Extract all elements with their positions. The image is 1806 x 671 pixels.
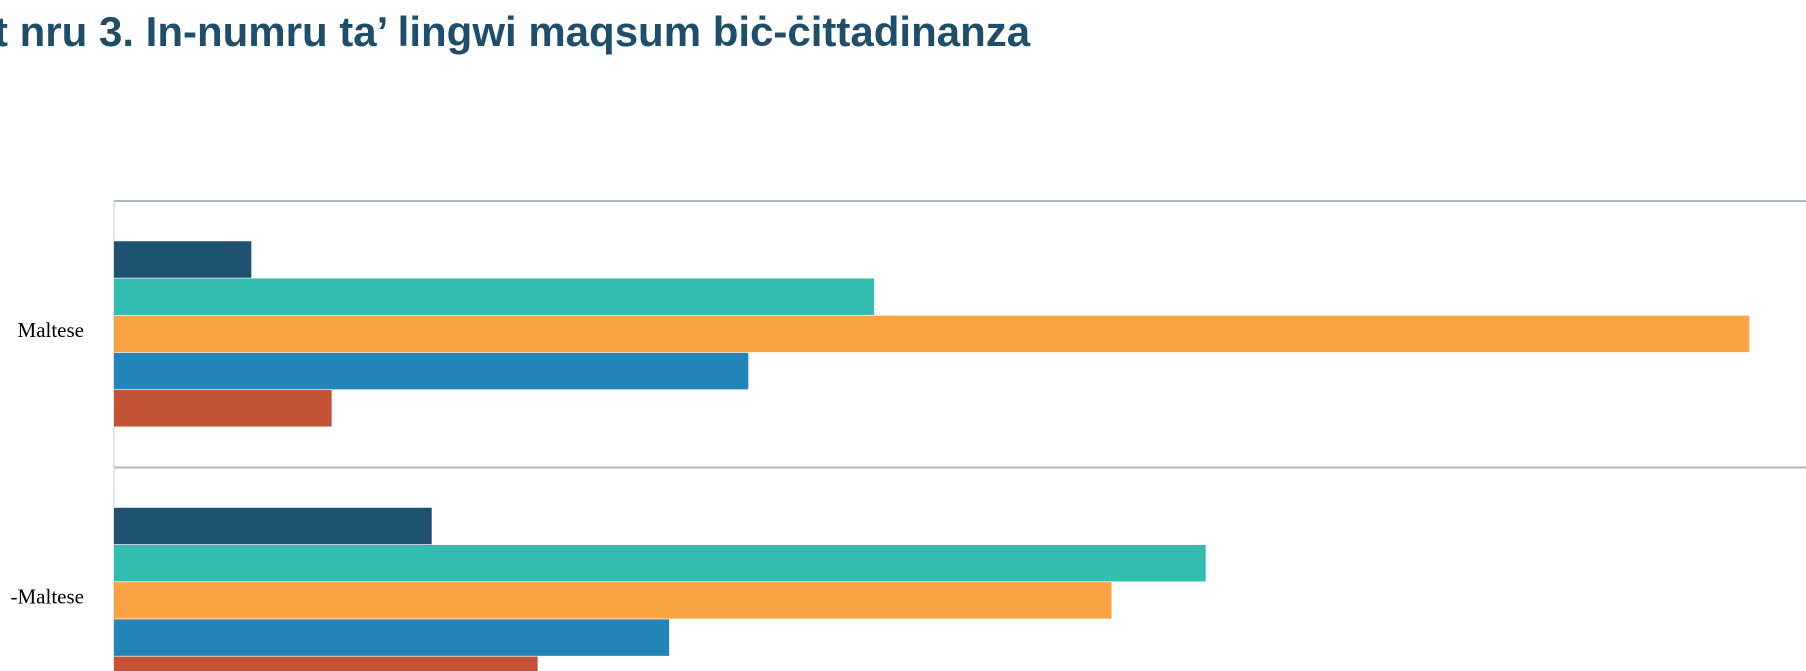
category-label: Maltese [18, 318, 84, 342]
bar [114, 390, 332, 427]
bar [114, 656, 538, 671]
bar [114, 241, 252, 278]
category-label: -Maltese [11, 585, 84, 609]
bar [114, 352, 749, 390]
bar [114, 315, 1750, 353]
bar [114, 278, 875, 315]
bar [114, 619, 670, 656]
bar [114, 507, 432, 545]
bar [114, 544, 1206, 582]
chart-title: t nru 3. In-numru ta’ lingwi maqsum biċ-… [0, 8, 1031, 55]
bar [114, 582, 1112, 619]
